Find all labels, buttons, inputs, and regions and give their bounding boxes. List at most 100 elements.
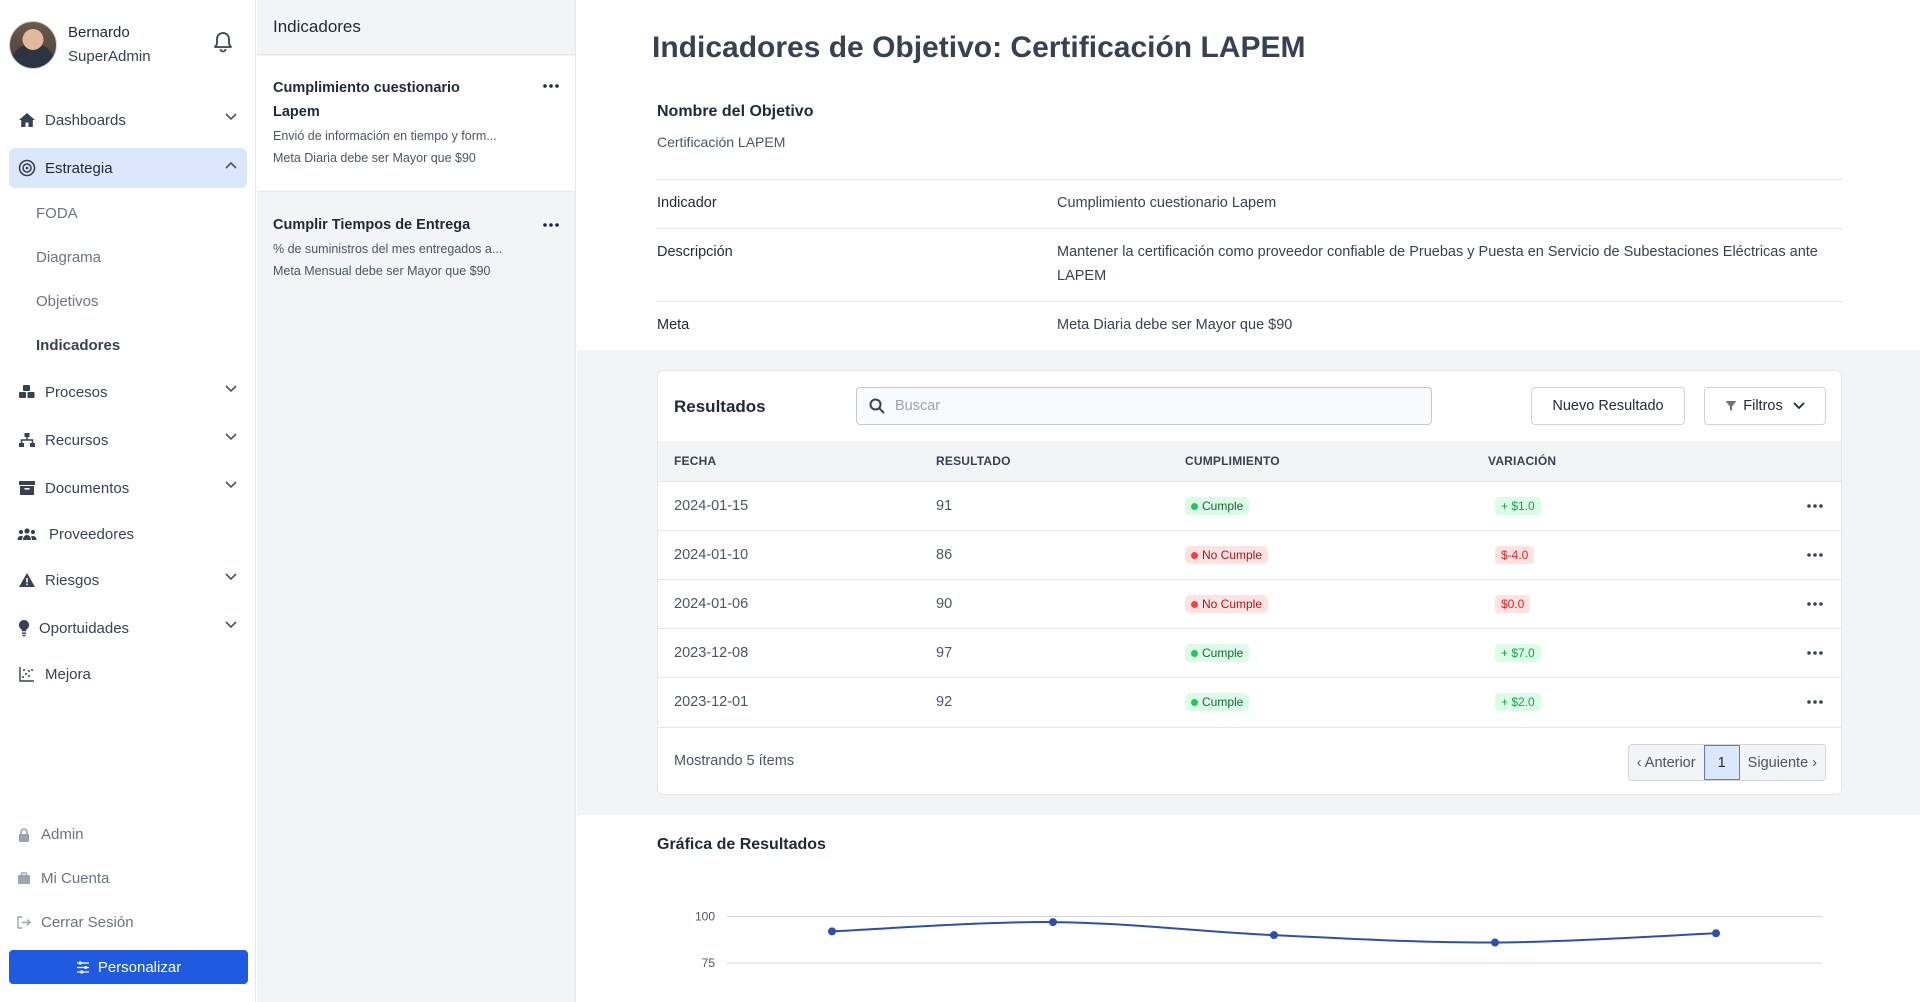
status-badge: No Cumple: [1185, 546, 1269, 564]
avatar[interactable]: [9, 21, 57, 69]
data-point: [1049, 918, 1057, 927]
cubes-icon: [17, 382, 37, 402]
variation-badge: + $1.0: [1495, 497, 1541, 515]
sidebar-item-label: Mi Cuenta: [41, 870, 110, 887]
sidebar-item-label: Procesos: [45, 383, 108, 401]
variation-badge: + $2.0: [1495, 693, 1541, 711]
cell-fecha: 2023-12-01: [674, 694, 749, 710]
more-options-icon[interactable]: [1807, 553, 1823, 557]
sidebar-item-oportuidades[interactable]: Oportuidades: [9, 608, 247, 648]
cell-resultado: 97: [936, 645, 953, 661]
more-options-icon[interactable]: [1807, 504, 1823, 508]
customize-button[interactable]: Personalizar: [9, 950, 248, 984]
new-result-button[interactable]: Nuevo Resultado: [1531, 387, 1685, 425]
info-row-meta: Meta Meta Diaria debe ser Mayor que $90: [657, 301, 1842, 350]
data-point: [1491, 938, 1499, 947]
sidebar-item-label: Proveedores: [49, 525, 135, 543]
sliders-icon: [76, 961, 89, 973]
objective-value: Certificación LAPEM: [657, 134, 786, 150]
filters-label: Filtros: [1743, 398, 1783, 414]
prev-page-button[interactable]: ‹ Anterior: [1628, 745, 1704, 780]
chevron-down-icon: [225, 113, 237, 121]
sidebar-item-label: Recursos: [45, 431, 109, 449]
pagination: ‹ Anterior 1 Siguiente ›: [1627, 744, 1826, 781]
more-options-icon[interactable]: [1807, 602, 1823, 606]
sidebar-item-cerrar-sesion[interactable]: Cerrar Sesión: [15, 914, 134, 931]
sidebar: Bernardo SuperAdmin Dashboards Estrategi…: [0, 0, 256, 1002]
sidebar-subitem-objetivos[interactable]: Objetivos: [36, 293, 99, 310]
lock-icon: [15, 827, 33, 842]
info-key: Descripción: [657, 244, 733, 260]
sidebar-item-procesos[interactable]: Procesos: [9, 372, 247, 412]
data-point: [1712, 929, 1720, 938]
table-row[interactable]: 2023-12-08 97 Cumple + $7.0: [658, 628, 1841, 677]
chevron-down-icon: [1793, 402, 1805, 410]
more-options-icon[interactable]: [543, 223, 559, 227]
sidebar-item-riesgos[interactable]: Riesgos: [9, 560, 247, 600]
card-title: Cumplimiento cuestionario Lapem: [273, 80, 460, 120]
results-title: Resultados: [674, 397, 766, 416]
sidebar-subitem-diagrama[interactable]: Diagrama: [36, 249, 102, 266]
archive-icon: [17, 478, 37, 498]
filter-icon: [1725, 401, 1737, 411]
cell-fecha: 2024-01-06: [674, 596, 749, 612]
info-value: Mantener la certificación como proveedor…: [1057, 244, 1818, 284]
sidebar-item-estrategia[interactable]: Estrategia: [9, 148, 247, 188]
search-icon: [869, 398, 885, 414]
more-options-icon[interactable]: [1807, 700, 1823, 704]
cell-fecha: 2023-12-08: [674, 645, 749, 661]
more-options-icon[interactable]: [1807, 651, 1823, 655]
sidebar-item-proveedores[interactable]: Proveedores: [9, 514, 247, 554]
results-card: Resultados Nuevo Resultado Filtros FECHA…: [657, 370, 1842, 795]
sidebar-item-mejora[interactable]: Mejora: [9, 654, 247, 694]
objective-label: Nombre del Objetivo: [657, 103, 814, 120]
column-header[interactable]: RESULTADO: [936, 454, 1011, 468]
briefcase-icon: [15, 872, 33, 885]
indicator-card[interactable]: Cumplir Tiempos de Entrega % de suminist…: [257, 193, 575, 293]
sidebar-item-dashboards[interactable]: Dashboards: [9, 100, 247, 140]
data-point: [828, 927, 836, 936]
column-header[interactable]: FECHA: [674, 454, 717, 468]
sidebar-item-documentos[interactable]: Documentos: [9, 468, 247, 508]
chevron-down-icon: [225, 621, 237, 629]
table-row[interactable]: 2024-01-10 86 No Cumple $-4.0: [658, 530, 1841, 579]
sidebar-item-admin[interactable]: Admin: [15, 826, 84, 843]
sitemap-icon: [17, 430, 37, 450]
page-number-button[interactable]: 1: [1703, 745, 1740, 780]
table-row[interactable]: 2023-12-01 92 Cumple + $2.0: [658, 677, 1841, 726]
target-icon: [17, 158, 37, 178]
logout-icon: [15, 916, 33, 929]
sidebar-subitem-indicadores[interactable]: Indicadores: [36, 337, 121, 354]
bell-icon[interactable]: [213, 31, 233, 53]
sidebar-item-mi-cuenta[interactable]: Mi Cuenta: [15, 870, 109, 887]
filters-button[interactable]: Filtros: [1704, 387, 1826, 425]
chevron-up-icon: [225, 161, 237, 169]
cell-resultado: 92: [936, 694, 953, 710]
chart-title: Gráfica de Resultados: [657, 836, 826, 853]
table-row[interactable]: 2024-01-06 90 No Cumple $0.0: [658, 579, 1841, 628]
sidebar-item-label: Oportuidades: [39, 619, 130, 637]
sidebar-subitem-foda[interactable]: FODA: [36, 205, 78, 222]
users-icon: [17, 524, 37, 544]
indicator-card[interactable]: Cumplimiento cuestionario Lapem Envió de…: [257, 56, 575, 192]
search-input[interactable]: [895, 398, 1395, 414]
user-role: SuperAdmin: [68, 48, 151, 65]
user-profile[interactable]: Bernardo SuperAdmin: [9, 20, 247, 70]
sidebar-item-recursos[interactable]: Recursos: [9, 420, 247, 460]
info-row-descripcion: Descripción Mantener la certificación co…: [657, 228, 1842, 301]
sidebar-item-label: Documentos: [45, 479, 130, 497]
table-footer: Mostrando 5 ítems ‹ Anterior 1 Siguiente…: [658, 727, 1841, 795]
sidebar-item-label: Riesgos: [45, 571, 100, 589]
table-row[interactable]: 2024-01-15 91 Cumple + $1.0: [658, 481, 1841, 530]
chevron-down-icon: [225, 481, 237, 489]
card-meta: Meta Mensual debe ser Mayor que $90: [273, 264, 491, 278]
search-box[interactable]: [856, 387, 1432, 425]
card-title: Cumplir Tiempos de Entrega: [273, 217, 471, 233]
next-page-button[interactable]: Siguiente ›: [1739, 745, 1825, 780]
lightbulb-icon: [17, 618, 31, 638]
more-options-icon[interactable]: [543, 84, 559, 88]
data-point: [1270, 931, 1278, 940]
column-header[interactable]: CUMPLIMIENTO: [1185, 454, 1280, 468]
column-header[interactable]: VARIACIÓN: [1488, 454, 1557, 468]
info-key: Indicador: [657, 195, 717, 211]
